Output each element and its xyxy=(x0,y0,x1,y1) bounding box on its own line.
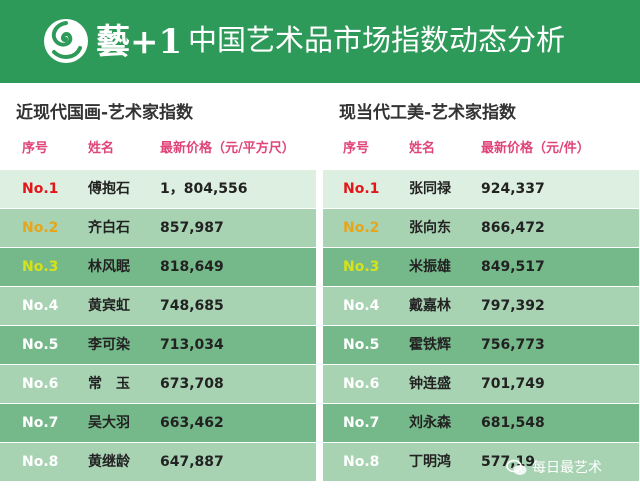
ranking-list: No.1 张同禄 924,337 No.2 张向东 866,472 No.3 米振雄 849,5… xyxy=(323,170,639,482)
artist-name: 李可染 xyxy=(88,337,130,353)
list-item: No.1 张同禄 924,337 xyxy=(323,170,639,208)
rank-label: No.4 xyxy=(343,298,380,314)
artist-name: 戴嘉林 xyxy=(409,298,451,314)
latest-price: 756,773 xyxy=(481,337,545,353)
header-price: 最新价格（元/件） xyxy=(481,141,590,156)
rank-label: No.7 xyxy=(22,415,59,431)
ranking-list: No.1 傅抱石 1，804,556 No.2 齐白石 857,987 No.3 林风眠 818… xyxy=(0,170,316,482)
list-item: No.2 齐白石 857,987 xyxy=(0,209,316,247)
rank-label: No.2 xyxy=(22,220,59,236)
list-item: No.7 吴大羽 663,462 xyxy=(0,404,316,442)
rank-label: No.8 xyxy=(22,454,59,470)
artist-name: 吴大羽 xyxy=(88,415,130,431)
list-item: No.4 戴嘉林 797,392 xyxy=(323,287,639,325)
list-item: No.1 傅抱石 1，804,556 xyxy=(0,170,316,208)
latest-price: 849,517 xyxy=(481,259,545,275)
artist-name: 霍铁辉 xyxy=(409,337,451,353)
page-title: 中国艺术品市场指数动态分析 xyxy=(188,23,566,57)
latest-price: 701,749 xyxy=(481,376,545,392)
header-price: 最新价格（元/平方尺） xyxy=(160,141,295,156)
artist-name: 傅抱石 xyxy=(88,181,130,197)
swirl-logo-icon xyxy=(44,19,88,63)
watermark-text: 每日最艺术 xyxy=(532,460,602,476)
column-headers: 序号 姓名 最新价格（元/平方尺） xyxy=(0,130,316,168)
latest-price: 866,472 xyxy=(481,220,545,236)
rank-label: No.1 xyxy=(343,181,380,197)
artist-name: 刘永森 xyxy=(409,415,451,431)
panel-title: 现当代工美-艺术家指数 xyxy=(339,103,517,123)
rank-label: No.7 xyxy=(343,415,380,431)
latest-price: 663,462 xyxy=(160,415,224,431)
rank-label: No.6 xyxy=(22,376,59,392)
rank-label: No.4 xyxy=(22,298,59,314)
header-name: 姓名 xyxy=(409,141,436,156)
artist-name: 齐白石 xyxy=(88,220,130,236)
latest-price: 1，804,556 xyxy=(160,181,248,197)
artist-name: 丁明鸿 xyxy=(409,454,451,470)
list-item: No.7 刘永森 681,548 xyxy=(323,404,639,442)
latest-price: 647,887 xyxy=(160,454,224,470)
rank-label: No.3 xyxy=(343,259,380,275)
list-item: No.8 丁明鸿 577,19 xyxy=(323,443,639,481)
list-item: No.2 张向东 866,472 xyxy=(323,209,639,247)
panel-title: 近现代国画-艺术家指数 xyxy=(16,103,194,123)
artist-name: 钟连盛 xyxy=(409,376,451,392)
artist-name: 黄宾虹 xyxy=(88,298,130,314)
rank-label: No.5 xyxy=(343,337,380,353)
artist-name: 黄继龄 xyxy=(88,454,130,470)
header-banner: 藝+1 中国艺术品市场指数动态分析 xyxy=(0,0,640,83)
list-item: No.4 黄宾虹 748,685 xyxy=(0,287,316,325)
wechat-icon xyxy=(506,459,527,475)
rank-label: No.1 xyxy=(22,181,59,197)
rank-label: No.8 xyxy=(343,454,380,470)
latest-price: 748,685 xyxy=(160,298,224,314)
list-item: No.5 霍铁辉 756,773 xyxy=(323,326,639,364)
logo: 藝+1 xyxy=(40,12,190,72)
rank-label: No.3 xyxy=(22,259,59,275)
artist-name: 林风眠 xyxy=(88,259,130,275)
latest-price: 713,034 xyxy=(160,337,224,353)
list-item: No.8 黄继龄 647,887 xyxy=(0,443,316,481)
latest-price: 797,392 xyxy=(481,298,545,314)
list-item: No.6 常 玉 673,708 xyxy=(0,365,316,403)
artist-name: 常 玉 xyxy=(88,376,130,392)
watermark: 每日最艺术 xyxy=(506,455,602,481)
latest-price: 681,548 xyxy=(481,415,545,431)
header-name: 姓名 xyxy=(88,141,115,156)
latest-price: 673,708 xyxy=(160,376,224,392)
list-item: No.5 李可染 713,034 xyxy=(0,326,316,364)
list-item: No.3 米振雄 849,517 xyxy=(323,248,639,286)
artist-name: 张向东 xyxy=(409,220,451,236)
latest-price: 857,987 xyxy=(160,220,224,236)
logo-text: 藝+1 xyxy=(96,22,183,62)
rank-label: No.6 xyxy=(343,376,380,392)
header-rank: 序号 xyxy=(22,141,49,156)
rank-label: No.2 xyxy=(343,220,380,236)
latest-price: 818,649 xyxy=(160,259,224,275)
left-panel: 近现代国画-艺术家指数 序号 姓名 最新价格（元/平方尺） No.1 傅抱石 1，8… xyxy=(0,96,316,481)
rank-label: No.5 xyxy=(22,337,59,353)
list-item: No.3 林风眠 818,649 xyxy=(0,248,316,286)
column-headers: 序号 姓名 最新价格（元/件） xyxy=(323,130,639,168)
latest-price: 924,337 xyxy=(481,181,545,197)
right-panel: 现当代工美-艺术家指数 序号 姓名 最新价格（元/件） No.1 张同禄 924,3… xyxy=(323,96,639,481)
artist-name: 米振雄 xyxy=(409,259,451,275)
header-rank: 序号 xyxy=(343,141,370,156)
list-item: No.6 钟连盛 701,749 xyxy=(323,365,639,403)
artist-name: 张同禄 xyxy=(409,181,451,197)
